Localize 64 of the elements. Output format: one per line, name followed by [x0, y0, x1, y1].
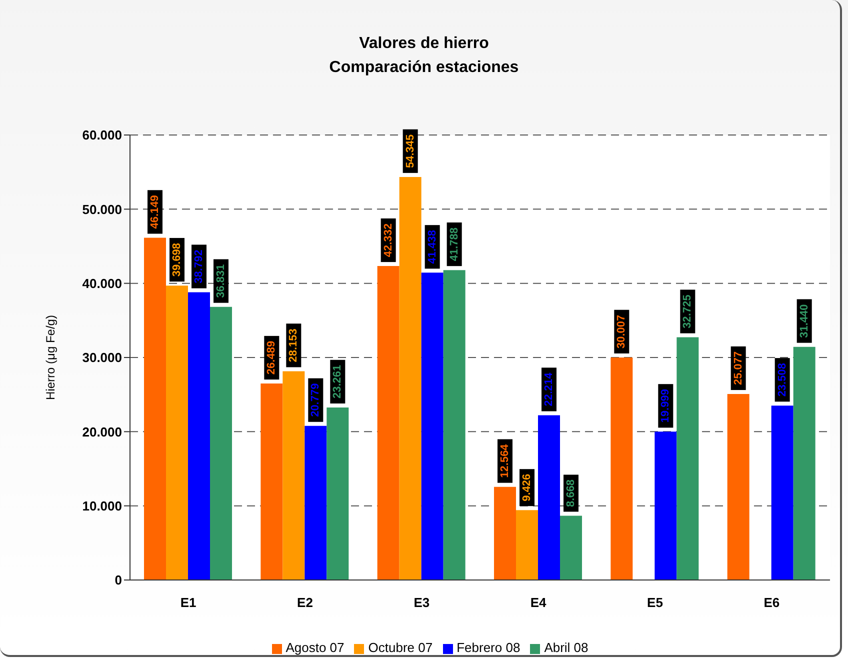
bar [210, 306, 232, 580]
data-label: 38.792 [193, 250, 205, 284]
bar [399, 176, 422, 580]
bar [282, 371, 305, 580]
bar [144, 238, 166, 580]
x-tick-label: E3 [414, 595, 430, 610]
data-label: 30.007 [616, 314, 628, 348]
x-tick-label: E6 [764, 595, 780, 610]
data-label: 36.831 [215, 264, 227, 298]
legend-label: Agosto 07 [286, 640, 344, 655]
data-label: 41.438 [426, 230, 438, 264]
data-label: 20.779 [310, 383, 322, 417]
bar [516, 510, 538, 580]
bar [538, 415, 560, 580]
data-label: 8.668 [565, 479, 577, 507]
data-label: 19.999 [660, 389, 672, 423]
bar [443, 270, 466, 580]
bar [676, 337, 699, 580]
bar [188, 292, 210, 580]
chart-subtitle: Comparación estaciones [328, 58, 520, 78]
bar [260, 384, 283, 580]
data-label: 12.564 [499, 443, 511, 478]
y-tick-label: 30.000 [82, 350, 122, 366]
bar [727, 394, 750, 580]
y-tick-label: 0 [114, 572, 122, 588]
legend-label: Octubre 07 [368, 640, 433, 655]
bar [326, 407, 349, 580]
bar [377, 266, 400, 580]
y-tick-label: 50.000 [82, 202, 122, 217]
bar [304, 426, 327, 580]
data-label: 39.698 [171, 242, 183, 277]
bar [166, 286, 188, 580]
data-label: 46.149 [149, 195, 161, 229]
legend-label: Febrero 08 [456, 640, 520, 655]
y-tick-label: 20.000 [82, 424, 122, 440]
data-label: 23.261 [332, 364, 344, 399]
bar [771, 406, 794, 580]
x-tick-label: E5 [647, 595, 663, 610]
bar [494, 486, 516, 580]
data-label: 32.725 [682, 294, 694, 328]
bar [793, 346, 816, 580]
chart-title: Valores de hierro [358, 34, 490, 54]
bar [560, 516, 582, 580]
bar [421, 272, 444, 580]
data-label: 42.332 [382, 223, 394, 258]
data-label: 31.440 [798, 304, 810, 338]
data-label: 23.508 [776, 363, 788, 397]
data-label: 41.788 [448, 227, 460, 262]
x-tick-label: E4 [530, 595, 548, 610]
y-axis-title: Hierro (μg Fe/g) [43, 315, 58, 400]
x-tick-label: E2 [297, 595, 313, 610]
data-label: 25.077 [732, 351, 744, 386]
data-label: 54.345 [404, 134, 416, 168]
bar [654, 432, 677, 580]
data-label: 22.214 [543, 372, 555, 406]
y-tick-label: 60.000 [82, 128, 122, 143]
y-tick-label: 40.000 [82, 276, 122, 291]
data-label: 28.153 [288, 328, 300, 362]
data-label: 9.426 [521, 474, 533, 502]
data-label: 26.489 [266, 340, 278, 375]
bar [610, 357, 633, 580]
legend-label: Abril 08 [544, 640, 588, 655]
x-tick-label: E1 [180, 595, 196, 610]
y-tick-label: 10.000 [82, 498, 122, 514]
